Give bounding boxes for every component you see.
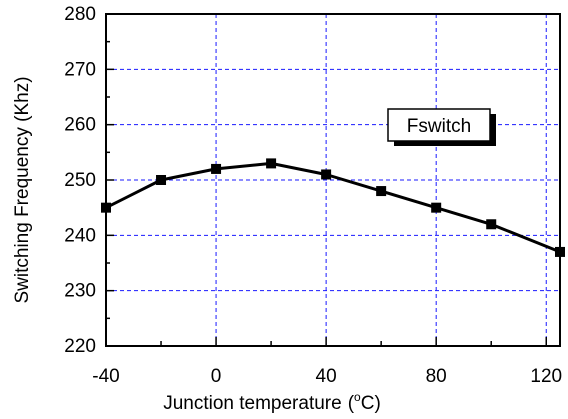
x-axis-title-unit-close: C) <box>361 393 381 414</box>
x-tick-label-2: 40 <box>316 366 337 387</box>
grid-layer <box>106 14 560 346</box>
y-tick-label-4: 260 <box>64 115 96 136</box>
x-axis-title-unit-sup: o <box>354 390 361 404</box>
data-point-1 <box>156 175 167 185</box>
x-tick-label-0: -40 <box>92 366 119 387</box>
x-tick-labels: -40 0 40 80 120 <box>92 366 562 387</box>
y-tick-labels: 220 230 240 250 260 270 280 <box>64 4 96 357</box>
data-point-4 <box>321 169 332 180</box>
data-point-7 <box>486 219 497 230</box>
y-tick-label-0: 220 <box>64 336 96 357</box>
x-axis-title-text: Junction temperature <box>163 393 342 414</box>
y-tick-label-1: 230 <box>64 281 96 302</box>
data-point-3 <box>266 158 277 169</box>
x-tick-label-3: 80 <box>426 366 447 387</box>
series-layer <box>101 158 565 257</box>
data-point-5 <box>376 186 387 197</box>
data-point-0 <box>101 202 111 213</box>
y-tick-label-3: 250 <box>64 170 96 191</box>
x-tick-label-1: 0 <box>211 366 222 387</box>
legend-label: Fswitch <box>407 116 471 137</box>
data-point-2 <box>211 163 222 174</box>
legend-box <box>387 108 491 142</box>
y-tick-label-5: 270 <box>64 59 96 80</box>
x-axis-title-unit-open: ( <box>348 393 355 414</box>
data-point-6 <box>431 202 442 213</box>
y-axis-title: Switching Frequency (Khz) <box>12 76 33 303</box>
x-axis-title: Junction temperature (oC) <box>163 390 381 414</box>
x-tick-label-4: 120 <box>530 366 562 387</box>
y-tick-label-2: 240 <box>64 225 96 246</box>
legend: Fswitch <box>387 108 496 146</box>
data-point-8 <box>555 246 565 257</box>
plot-frame <box>105 13 561 347</box>
y-tick-label-6: 280 <box>64 4 96 25</box>
